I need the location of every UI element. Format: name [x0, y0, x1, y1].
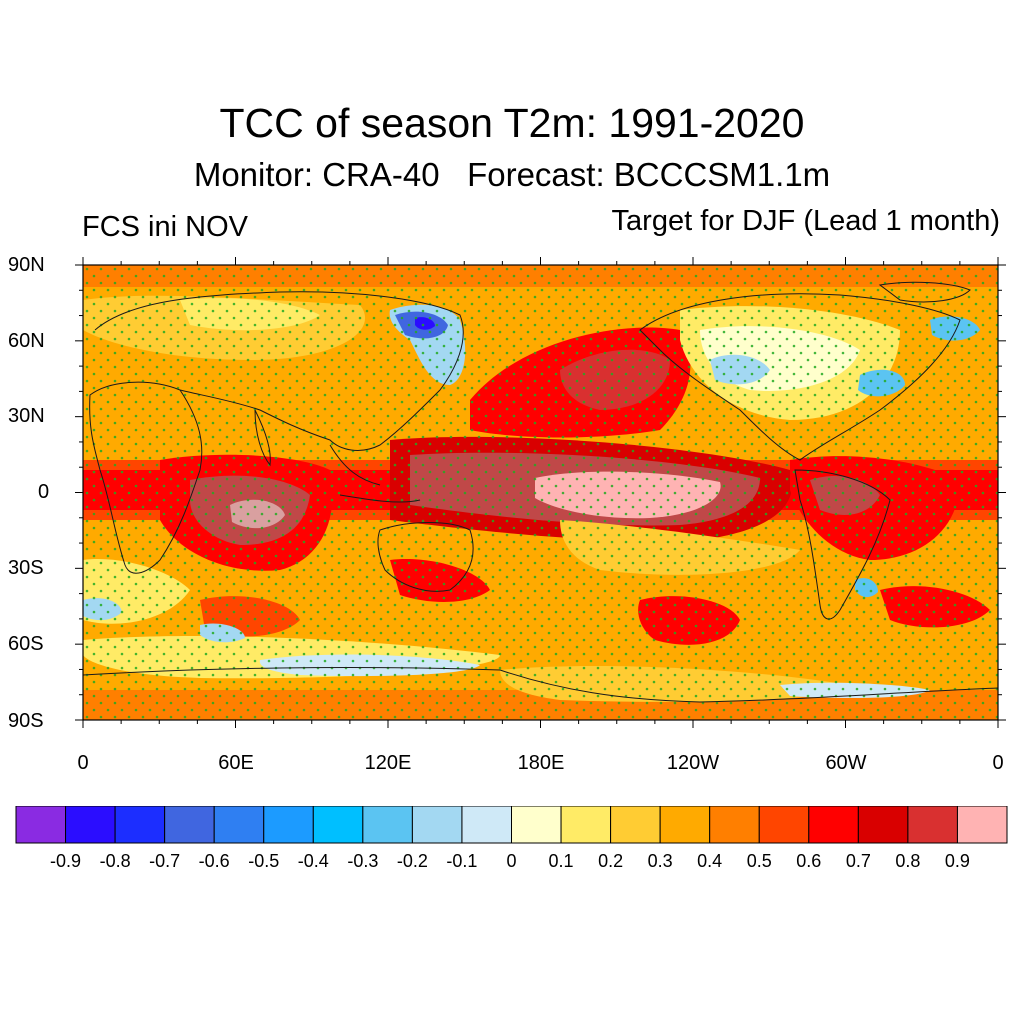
- colorbar-swatch: [15, 806, 67, 844]
- lat-label-30s: 30S: [8, 557, 44, 579]
- lon-label-60w: 60W: [825, 752, 867, 774]
- colorbar-swatch: [312, 806, 364, 844]
- axis-ticks: [75, 257, 1006, 728]
- colorbar-swatch: [461, 806, 513, 844]
- colorbar-swatch: [560, 806, 612, 844]
- colorbar-tick-label: 0.8: [895, 851, 921, 871]
- coastlines: [83, 281, 998, 703]
- lon-label-120w: 120W: [666, 752, 720, 774]
- colorbar-tick-label: -0.5: [248, 851, 280, 871]
- lon-label-60e: 60E: [218, 752, 254, 774]
- colorbar-tick-label: -0.9: [50, 851, 82, 871]
- left-label: FCS ini NOV: [82, 211, 248, 243]
- colorbar-swatch: [213, 806, 265, 844]
- colorbar-tick-label: 0.2: [598, 851, 624, 871]
- colorbar-swatch: [511, 806, 562, 844]
- colorbar-swatch: [709, 806, 760, 844]
- colorbar-tick-label: 0: [506, 851, 517, 871]
- colorbar-swatch: [263, 806, 314, 844]
- lon-label-180e: 180E: [517, 752, 565, 774]
- lon-label-0: 0: [77, 752, 89, 774]
- significance-stipple: [83, 265, 998, 720]
- lat-label-90n: 90N: [8, 254, 45, 276]
- colorbar-swatch: [907, 806, 958, 844]
- lat-label-eq: 0: [38, 481, 50, 503]
- colorbar-swatch: [65, 806, 116, 844]
- colorbar-swatch: [857, 806, 909, 844]
- colorbar-tick-label: 0.7: [845, 851, 871, 871]
- colorbar-swatch: [659, 806, 711, 844]
- colorbar-tick-label: 0.6: [796, 851, 822, 871]
- lon-label-120e: 120E: [364, 752, 412, 774]
- colorbar-swatch: [362, 806, 413, 844]
- lon-label-0-end: 0: [992, 752, 1004, 774]
- lat-label-60s: 60S: [8, 633, 44, 655]
- colorbar-tick-label: 0.3: [647, 851, 673, 871]
- colorbar-tick-label: -0.4: [297, 851, 329, 871]
- figure-subtitle: Monitor: CRA-40 Forecast: BCCCSM1.1m: [193, 156, 831, 193]
- lat-label-30n: 30N: [8, 405, 45, 427]
- colorbar-tick-label: -0.8: [99, 851, 131, 871]
- colorbar-tick-label: 0.1: [548, 851, 574, 871]
- lat-label-90s: 90S: [8, 710, 44, 732]
- figure-title: TCC of season T2m: 1991-2020: [219, 100, 805, 146]
- colorbar: [15, 806, 1008, 844]
- colorbar-swatch: [164, 806, 215, 844]
- colorbar-tick-label: 0.9: [944, 851, 970, 871]
- right-label: Target for DJF (Lead 1 month): [611, 205, 1000, 237]
- colorbar-swatch: [956, 806, 1008, 844]
- colorbar-tick-label: -0.7: [149, 851, 181, 871]
- colorbar-swatch: [114, 806, 166, 844]
- colorbar-tick-label: -0.6: [198, 851, 230, 871]
- colorbar-tick-label: -0.3: [347, 851, 379, 871]
- colorbar-swatch: [411, 806, 463, 844]
- colorbar-tick-label: -0.1: [446, 851, 478, 871]
- lat-label-60n: 60N: [8, 330, 45, 352]
- colorbar-tick-label: 0.4: [697, 851, 723, 871]
- colorbar-swatch: [758, 806, 810, 844]
- colorbar-swatch: [808, 806, 859, 844]
- colorbar-swatch: [610, 806, 661, 844]
- colorbar-tick-label: 0.5: [746, 851, 772, 871]
- colorbar-tick-label: -0.2: [396, 851, 428, 871]
